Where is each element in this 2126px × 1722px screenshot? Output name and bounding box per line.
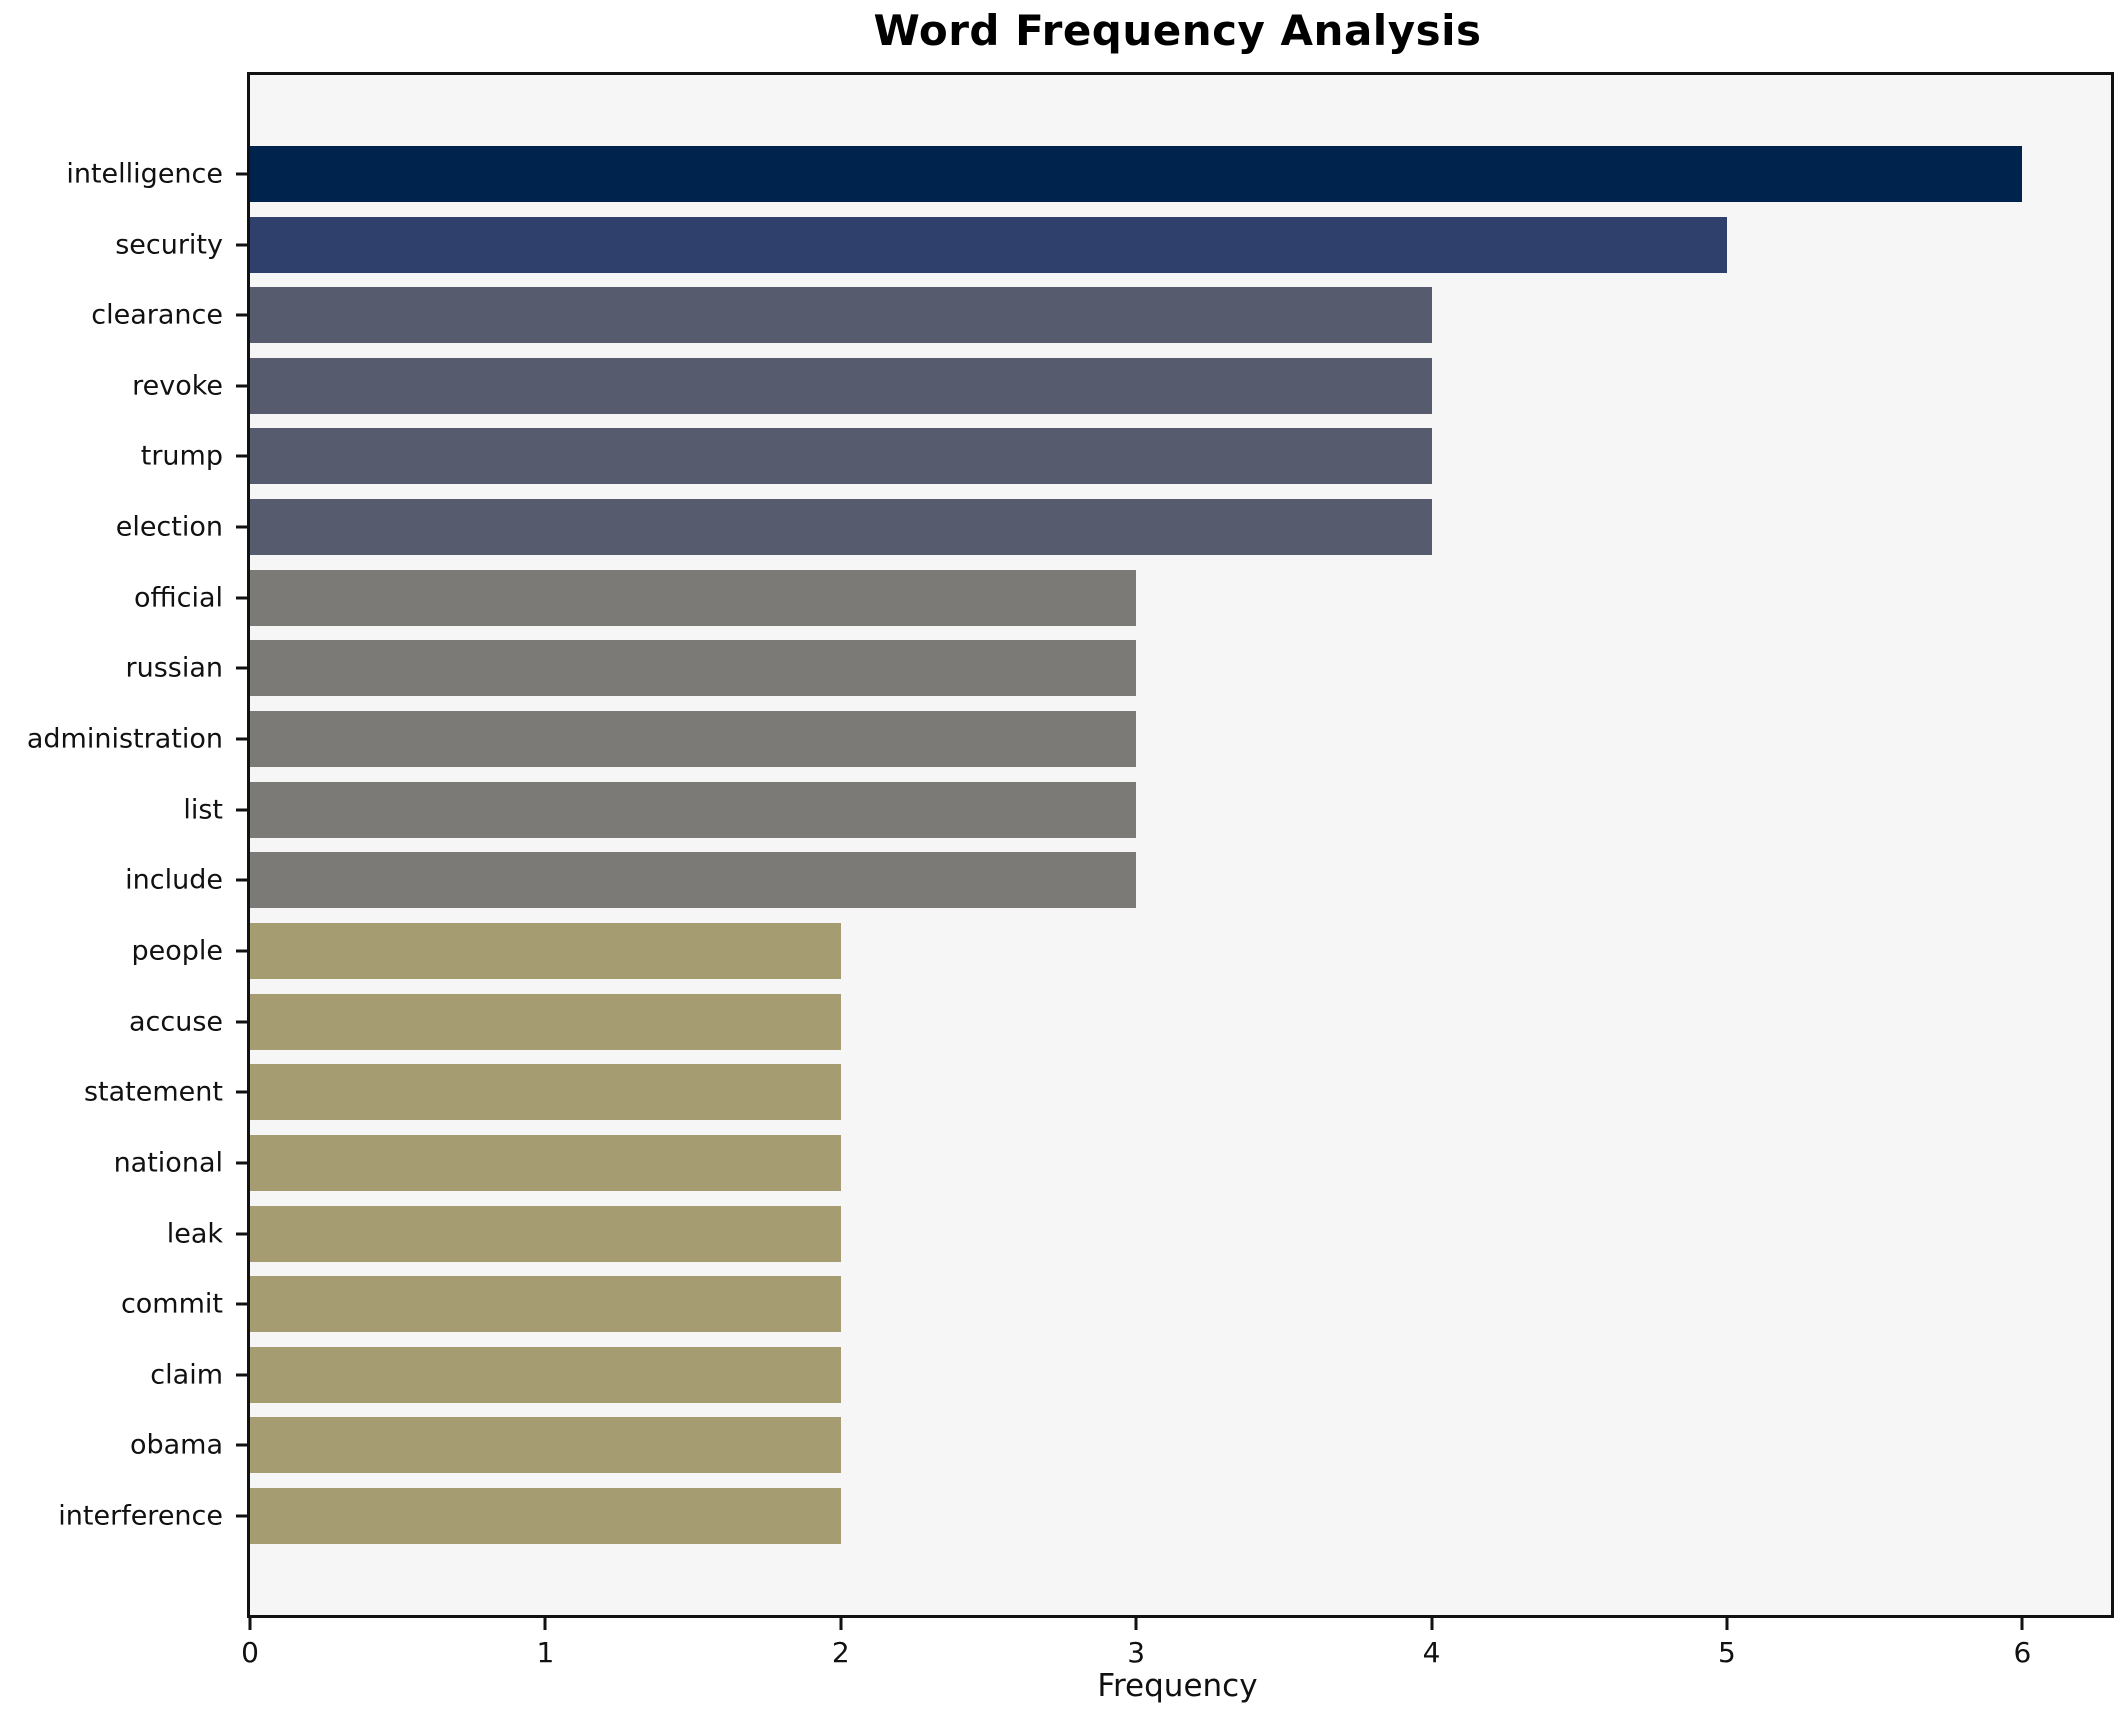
x-tick-mark (2020, 1618, 2024, 1630)
x-tick-label-6: 6 (2013, 1636, 2032, 1669)
y-tick-mark (236, 525, 247, 529)
y-tick-label-accuse: accuse (128, 1006, 223, 1038)
y-tick-label-official: official (133, 582, 223, 614)
x-tick-mark (839, 1618, 843, 1630)
bar-commit (250, 1276, 841, 1333)
bar-security (250, 216, 1727, 273)
y-tick-mark (236, 313, 247, 317)
y-tick-mark (236, 1373, 247, 1377)
plot-area (247, 72, 2114, 1618)
bar-national (250, 1134, 841, 1191)
y-tick-label-leak: leak (166, 1218, 223, 1249)
bar-administration (250, 711, 1137, 768)
bar-clearance (250, 287, 1432, 344)
bar-claim (250, 1346, 841, 1403)
y-tick-mark (236, 666, 247, 670)
bar-obama (250, 1417, 841, 1474)
x-tick-label-5: 5 (1718, 1636, 1736, 1669)
x-tick-mark (1134, 1618, 1138, 1630)
y-tick-label-clearance: clearance (91, 299, 223, 331)
y-tick-label-include: include (125, 864, 223, 896)
y-tick-mark (236, 1020, 247, 1024)
bar-include (250, 852, 1137, 909)
y-tick-label-claim: claim (150, 1359, 223, 1391)
y-tick-label-russian: russian (125, 652, 223, 684)
x-tick-mark (543, 1618, 547, 1630)
y-tick-mark (236, 596, 247, 600)
y-tick-label-revoke: revoke (132, 370, 223, 402)
y-tick-mark (236, 1302, 247, 1306)
x-tick-label-0: 0 (241, 1636, 259, 1669)
y-tick-mark (236, 454, 247, 458)
x-axis-label: Frequency (1097, 1668, 1258, 1704)
y-tick-label-trump: trump (140, 440, 223, 472)
bar-official (250, 569, 1137, 626)
y-tick-mark (236, 808, 247, 812)
bar-list (250, 781, 1137, 838)
bar-statement (250, 1064, 841, 1121)
y-tick-label-interference: interference (58, 1500, 223, 1532)
y-tick-label-election: election (115, 511, 223, 543)
bar-election (250, 499, 1432, 556)
x-tick-label-1: 1 (536, 1636, 555, 1669)
x-tick-mark (1725, 1618, 1729, 1630)
y-tick-mark (236, 1514, 247, 1518)
x-tick-mark (1430, 1618, 1434, 1630)
bar-interference (250, 1488, 841, 1545)
y-tick-label-administration: administration (26, 723, 223, 755)
x-tick-label-2: 2 (831, 1636, 850, 1669)
y-tick-label-security: security (115, 229, 223, 261)
y-tick-label-intelligence: intelligence (66, 158, 223, 190)
y-tick-label-list: list (183, 794, 223, 826)
y-tick-mark (236, 1161, 247, 1165)
y-tick-mark (236, 1443, 247, 1447)
bar-intelligence (250, 145, 2023, 202)
x-tick-label-4: 4 (1422, 1636, 1441, 1669)
y-tick-mark (236, 172, 247, 176)
bar-people (250, 922, 841, 979)
y-tick-mark (236, 878, 247, 882)
y-tick-label-national: national (113, 1147, 223, 1179)
y-tick-mark (236, 949, 247, 953)
bar-trump (250, 428, 1432, 485)
y-tick-mark (236, 243, 247, 247)
bar-revoke (250, 357, 1432, 414)
y-tick-mark (236, 737, 247, 741)
x-tick-label-3: 3 (1127, 1636, 1146, 1669)
y-tick-label-commit: commit (120, 1288, 223, 1320)
y-tick-mark (236, 384, 247, 388)
x-tick-mark (248, 1618, 252, 1630)
bar-leak (250, 1205, 841, 1262)
bar-russian (250, 640, 1137, 697)
y-tick-mark (236, 1090, 247, 1094)
y-tick-mark (236, 1232, 247, 1235)
chart-title: Word Frequency Analysis (873, 6, 1482, 55)
y-tick-label-statement: statement (83, 1076, 223, 1108)
bar-accuse (250, 993, 841, 1050)
y-tick-label-obama: obama (129, 1429, 223, 1461)
y-tick-label-people: people (131, 935, 223, 967)
